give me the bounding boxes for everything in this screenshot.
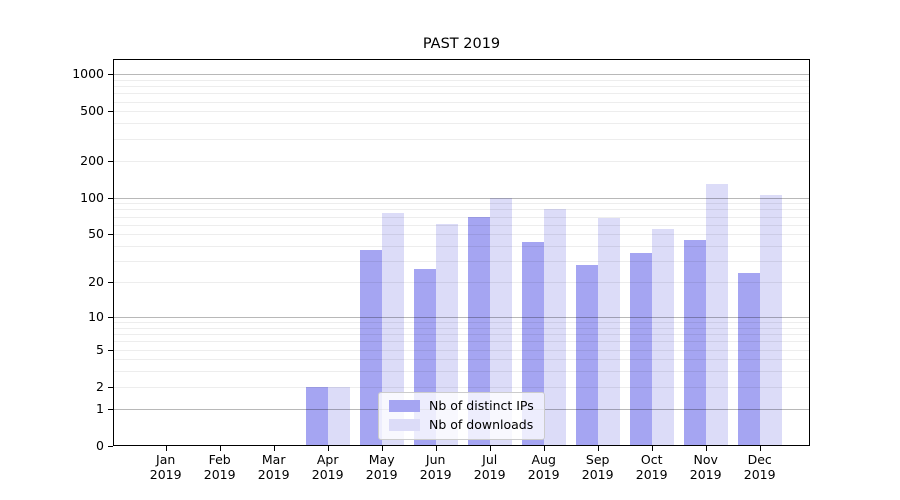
x-tick-label: Oct 2019 [635, 452, 668, 482]
minor-gridline [113, 261, 810, 263]
x-tick-mark [651, 446, 653, 451]
minor-gridline [113, 216, 810, 218]
x-tick-label: Sep 2019 [581, 452, 614, 482]
minor-gridline [113, 160, 810, 162]
bar-nb-of-downloads-may-2019 [381, 212, 404, 446]
bar-nb-of-distinct-ips-may-2019 [359, 250, 382, 446]
y-tick-mark [108, 316, 113, 319]
x-tick-mark [381, 446, 383, 451]
bar-nb-of-downloads-jun-2019 [435, 223, 458, 446]
major-gridline [113, 74, 810, 75]
bar-nb-of-downloads-nov-2019 [705, 183, 728, 446]
minor-gridline [113, 138, 810, 140]
major-gridline [113, 316, 810, 318]
y-tick-label: 1000 [72, 66, 104, 81]
x-tick-label: Dec 2019 [743, 452, 776, 482]
minor-gridline [113, 327, 810, 329]
minor-gridline [113, 123, 810, 125]
y-tick-mark [108, 160, 113, 162]
bar-nb-of-distinct-ips-jul-2019 [467, 217, 490, 446]
y-tick-label: 200 [80, 152, 104, 168]
minor-gridline [113, 349, 810, 351]
y-tick-mark [108, 386, 113, 389]
bar-nb-of-downloads-aug-2019 [543, 209, 566, 446]
y-tick-label: 1 [96, 400, 104, 416]
x-tick-label: Feb 2019 [203, 452, 236, 482]
y-tick-mark [108, 234, 113, 236]
x-tick-label: Jun 2019 [419, 452, 452, 482]
minor-gridline [113, 371, 810, 373]
x-tick-label: Apr 2019 [311, 452, 344, 482]
legend: Nb of distinct IPs Nb of downloads [378, 392, 545, 440]
minor-gridline [113, 203, 810, 205]
y-tick-mark [108, 408, 113, 410]
minor-gridline [113, 209, 810, 211]
bar-nb-of-downloads-apr-2019 [327, 386, 350, 446]
x-tick-mark [597, 446, 599, 451]
x-tick-label: Jul 2019 [473, 452, 506, 482]
y-tick-label: 500 [80, 103, 104, 119]
x-tick-label: Mar 2019 [257, 452, 290, 482]
x-tick-mark [327, 446, 329, 451]
minor-gridline [113, 334, 810, 335]
bar-nb-of-distinct-ips-dec-2019 [737, 272, 760, 446]
y-tick-label: 20 [88, 274, 104, 290]
x-tick-label: Nov 2019 [689, 452, 722, 482]
y-tick-label: 100 [80, 189, 104, 205]
legend-label-distinct-ips: Nb of distinct IPs [429, 398, 534, 413]
minor-gridline [113, 93, 810, 95]
minor-gridline [113, 101, 810, 103]
y-tick-mark [108, 111, 113, 113]
y-tick-mark [108, 446, 113, 448]
legend-item-downloads: Nb of downloads [389, 417, 534, 433]
minor-gridline [113, 282, 810, 284]
legend-item-distinct-ips: Nb of distinct IPs [389, 398, 534, 414]
minor-gridline [113, 111, 810, 113]
legend-swatch-downloads-icon [389, 419, 420, 431]
x-tick-mark [165, 446, 167, 451]
y-tick-label: 2 [96, 378, 104, 394]
y-tick-label: 10 [88, 308, 104, 324]
x-tick-label: Aug 2019 [527, 452, 560, 482]
minor-gridline [113, 386, 810, 388]
x-tick-mark [489, 446, 491, 451]
legend-swatch-distinct-ips-icon [389, 400, 420, 412]
minor-gridline [113, 234, 810, 236]
bar-nb-of-downloads-sep-2019 [597, 218, 620, 446]
bar-nb-of-downloads-jul-2019 [489, 197, 512, 446]
minor-gridline [113, 246, 810, 248]
minor-gridline [113, 224, 810, 226]
x-tick-mark [435, 446, 437, 451]
x-tick-mark [273, 446, 275, 451]
y-tick-label: 50 [88, 226, 104, 242]
major-gridline [113, 197, 810, 199]
legend-label-downloads: Nb of downloads [429, 417, 534, 432]
y-tick-mark [108, 74, 113, 76]
minor-gridline [113, 322, 810, 323]
bar-nb-of-downloads-oct-2019 [651, 229, 674, 446]
minor-gridline [113, 359, 810, 361]
plot-area [113, 59, 810, 446]
bar-nb-of-downloads-dec-2019 [759, 194, 782, 446]
y-tick-mark [108, 349, 113, 351]
x-tick-label: Jan 2019 [149, 452, 182, 482]
bar-nb-of-distinct-ips-apr-2019 [305, 386, 328, 446]
y-tick-mark [108, 282, 113, 284]
bar-nb-of-distinct-ips-nov-2019 [683, 239, 706, 446]
x-tick-mark [759, 446, 761, 451]
x-tick-mark [219, 446, 221, 451]
x-tick-mark [543, 446, 545, 451]
minor-gridline [113, 86, 810, 87]
bar-nb-of-distinct-ips-sep-2019 [575, 264, 598, 446]
x-tick-label: May 2019 [365, 452, 398, 482]
x-tick-mark [705, 446, 707, 451]
y-tick-label: 5 [96, 341, 104, 357]
chart-title: PAST 2019 [422, 36, 501, 52]
minor-gridline [113, 79, 810, 81]
bar-nb-of-distinct-ips-oct-2019 [629, 253, 652, 446]
minor-gridline [113, 341, 810, 343]
y-tick-mark [108, 197, 113, 199]
y-tick-label: 0 [96, 438, 104, 453]
